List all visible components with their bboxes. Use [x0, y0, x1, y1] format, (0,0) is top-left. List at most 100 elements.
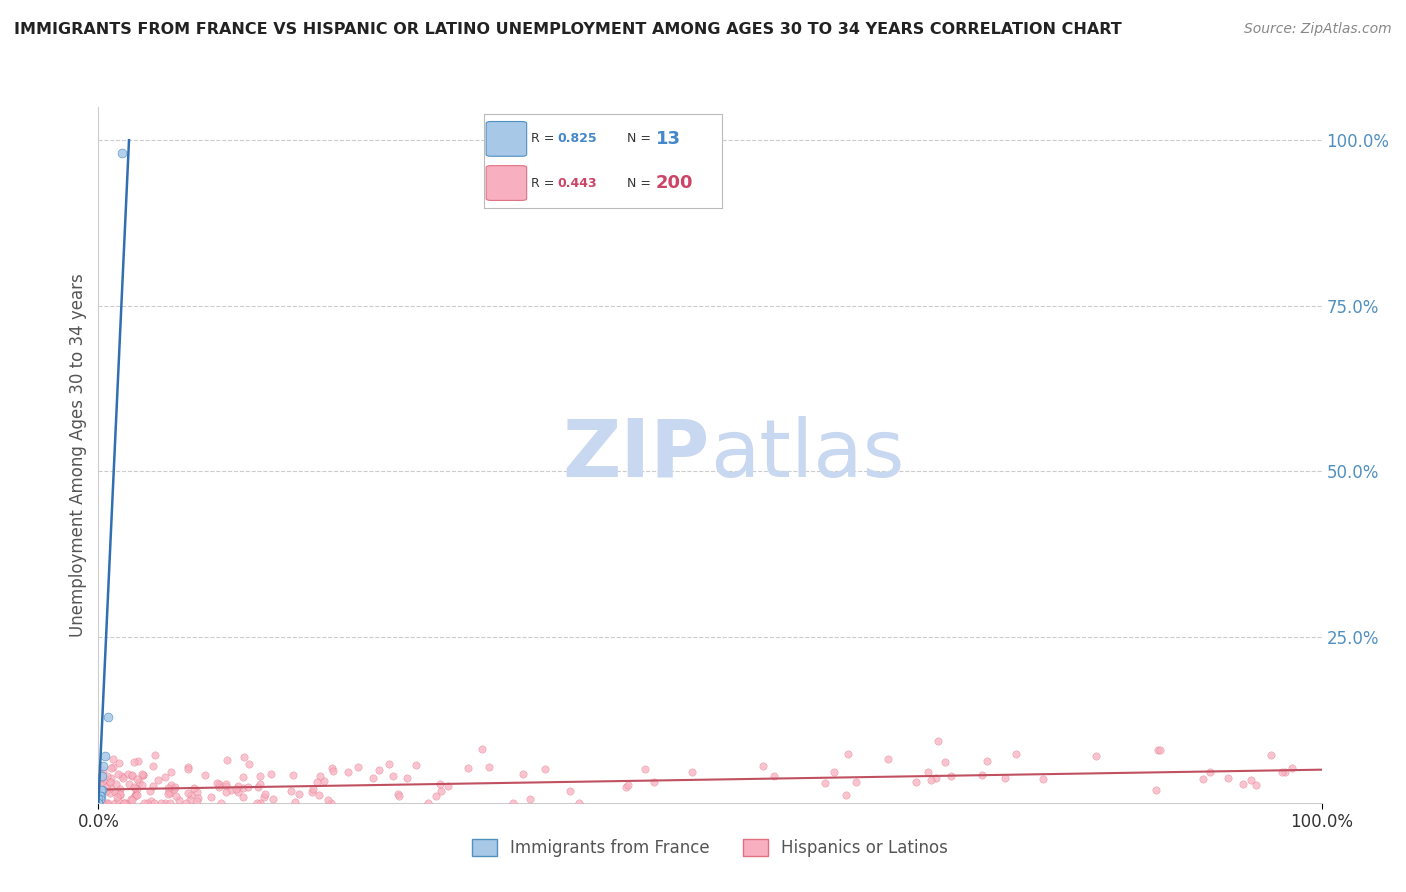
- Point: [877, 752, 900, 766]
- Point: [1281, 761, 1303, 775]
- Point: [94, 772, 117, 786]
- Point: [186, 785, 208, 799]
- Point: [176, 786, 198, 800]
- Point: [534, 763, 557, 777]
- Point: [236, 780, 259, 794]
- Point: [89, 789, 111, 804]
- Point: [87, 765, 110, 780]
- Point: [159, 778, 181, 792]
- Point: [347, 760, 370, 774]
- Point: [246, 796, 269, 810]
- Point: [104, 777, 127, 791]
- Point: [110, 782, 132, 797]
- Point: [994, 772, 1017, 786]
- Point: [457, 761, 479, 775]
- Point: [186, 794, 208, 808]
- Point: [249, 796, 271, 810]
- Point: [837, 747, 859, 762]
- Point: [183, 780, 205, 795]
- Point: [1240, 772, 1263, 787]
- Point: [90, 789, 112, 803]
- Point: [90, 789, 112, 804]
- Point: [845, 775, 868, 789]
- Point: [98, 786, 121, 800]
- Point: [835, 789, 858, 803]
- Point: [232, 780, 254, 795]
- Point: [139, 783, 162, 797]
- Point: [107, 756, 129, 771]
- Point: [382, 769, 405, 783]
- Point: [302, 781, 325, 796]
- Point: [941, 769, 963, 783]
- Point: [305, 775, 328, 789]
- Point: [97, 796, 120, 810]
- Point: [361, 771, 384, 785]
- Point: [215, 777, 238, 791]
- Point: [146, 772, 169, 787]
- Point: [617, 778, 640, 792]
- Point: [249, 777, 271, 791]
- Point: [89, 792, 111, 806]
- Point: [249, 769, 271, 783]
- Point: [91, 759, 114, 773]
- Point: [429, 776, 451, 790]
- Point: [280, 783, 302, 797]
- Point: [387, 787, 409, 801]
- Point: [925, 771, 948, 785]
- Point: [122, 780, 145, 794]
- Point: [142, 779, 165, 793]
- Point: [643, 774, 665, 789]
- Point: [194, 768, 217, 782]
- Point: [121, 769, 143, 783]
- Point: [904, 775, 927, 789]
- Point: [568, 796, 591, 810]
- Point: [134, 796, 156, 810]
- Point: [112, 796, 135, 810]
- Point: [1084, 748, 1107, 763]
- Point: [108, 787, 131, 801]
- Point: [131, 778, 153, 792]
- Point: [262, 792, 284, 806]
- Point: [97, 709, 120, 723]
- Point: [124, 781, 146, 796]
- Point: [91, 776, 114, 790]
- Point: [87, 796, 110, 810]
- Point: [174, 796, 197, 810]
- Point: [160, 764, 183, 779]
- Point: [1149, 743, 1171, 757]
- Point: [425, 789, 447, 804]
- Point: [128, 775, 150, 789]
- Point: [207, 780, 229, 794]
- Point: [87, 796, 110, 810]
- Point: [121, 767, 143, 781]
- Point: [108, 789, 131, 803]
- Point: [105, 790, 128, 805]
- Point: [125, 772, 148, 787]
- Point: [281, 768, 304, 782]
- Point: [111, 769, 134, 783]
- Point: [238, 757, 260, 772]
- Point: [125, 787, 148, 801]
- Point: [502, 796, 524, 810]
- Point: [233, 750, 256, 764]
- Point: [100, 775, 122, 789]
- Point: [634, 763, 657, 777]
- Point: [430, 784, 453, 798]
- Point: [112, 796, 135, 810]
- Text: atlas: atlas: [710, 416, 904, 494]
- Point: [143, 748, 166, 763]
- Point: [156, 780, 179, 795]
- Point: [131, 767, 153, 781]
- Point: [471, 741, 494, 756]
- Point: [934, 755, 956, 769]
- Point: [927, 734, 949, 748]
- Point: [254, 787, 277, 801]
- Point: [378, 756, 401, 771]
- Point: [177, 759, 200, 773]
- Point: [219, 782, 242, 797]
- Point: [312, 773, 335, 788]
- Point: [512, 767, 534, 781]
- Point: [120, 791, 142, 805]
- Point: [91, 769, 114, 783]
- Point: [157, 785, 180, 799]
